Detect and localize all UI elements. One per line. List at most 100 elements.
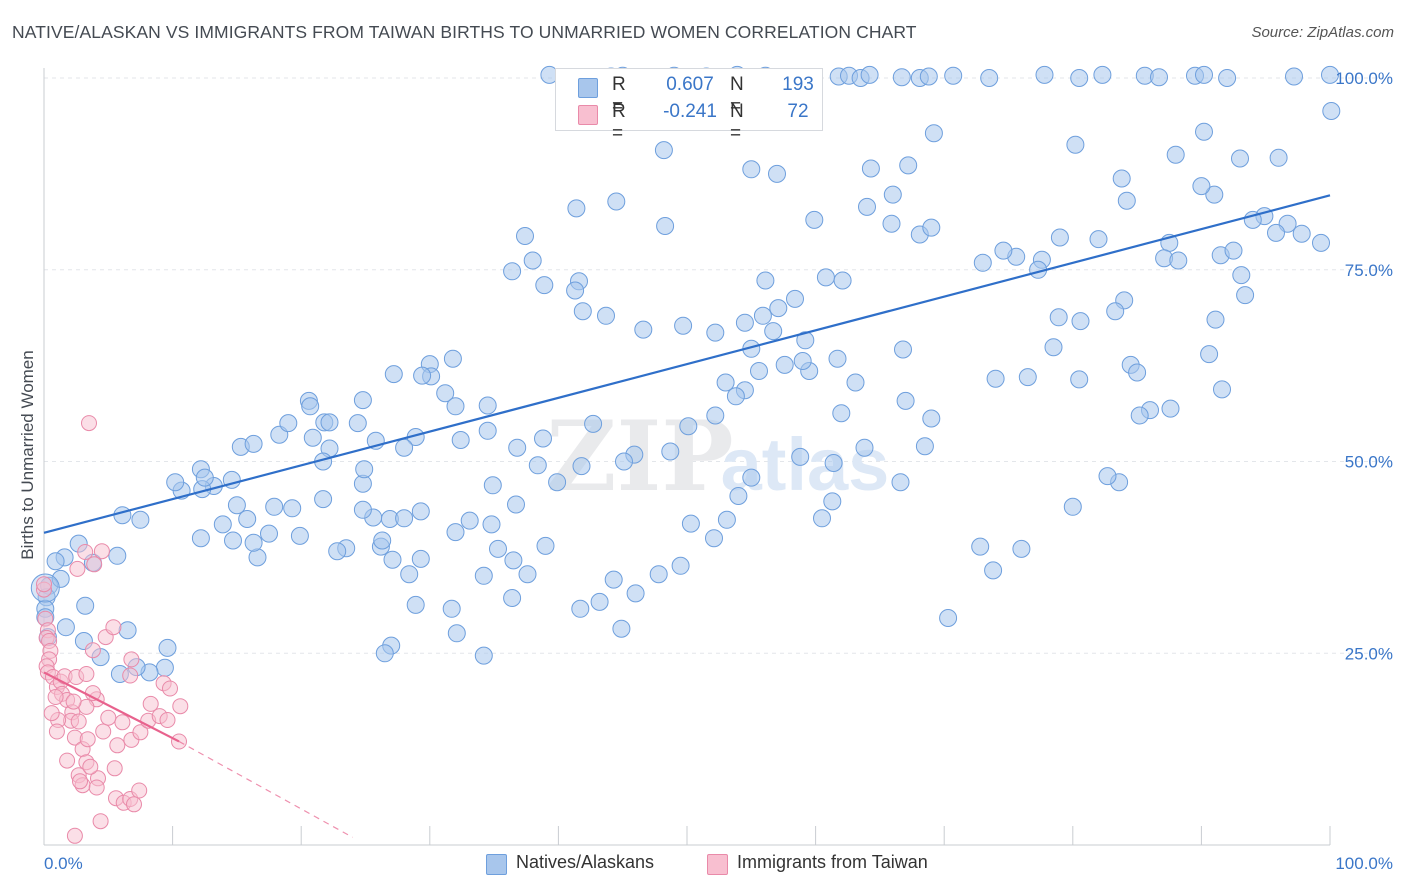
stats-r-label: R = [612,101,626,144]
data-point [1322,102,1341,120]
y-axis-label: Births to Unmarried Women [18,350,37,559]
data-point [899,156,918,175]
data-point [442,599,461,618]
data-point [301,397,320,416]
data-point [1231,149,1249,168]
data-point [1044,338,1063,357]
data-point [395,509,414,528]
trend-line-natives [43,194,1331,534]
data-point [735,313,754,332]
data-point [123,651,140,668]
data-point [742,160,761,179]
data-point [105,619,122,636]
data-point [158,638,177,657]
data-point [626,584,645,603]
data-point [572,457,591,476]
data-point [846,373,865,392]
data-point [828,349,847,368]
axis-labels: 25.0% 50.0% 75.0% 100.0% 0.0% 100.0% [44,69,1393,873]
data-point [66,827,83,844]
stats-n-value: 72 [787,101,809,122]
data-point [373,531,392,550]
data-point [523,251,542,270]
data-point [1035,65,1054,84]
data-point [446,523,465,542]
data-point [92,813,109,830]
legend-label: Immigrants from Taiwan [737,852,928,872]
data-point [36,576,52,593]
data-point [460,511,479,530]
data-point [1117,191,1136,210]
data-point [290,526,309,545]
data-point [132,724,149,741]
data-point [400,565,419,584]
legend-swatch-blue [486,854,507,875]
data-point [172,698,189,715]
data-point [1213,380,1231,399]
data-point [142,695,159,712]
data-point [717,510,736,529]
data-point [944,66,963,85]
data-point [413,366,432,385]
data-point [986,369,1005,388]
data-point [892,68,911,87]
data-point [1285,67,1303,86]
data-point [474,566,493,585]
data-point [162,680,178,697]
stats-n-label: N = [730,74,744,117]
data-point [355,460,374,479]
data-point [283,499,302,518]
data-point [894,340,912,359]
data-point [65,693,82,710]
data-point [1206,310,1225,329]
data-point [793,352,812,370]
data-point [1130,406,1149,425]
data-point [451,431,470,449]
data-point [716,373,735,392]
data-point [1106,302,1125,321]
trend-line-taiwan-extension [178,740,353,838]
data-point [597,306,615,325]
legend-label: Natives/Alaskans [516,852,655,872]
data-point [191,529,210,548]
data-point [729,487,748,505]
data-point [528,456,547,475]
data-point [971,537,990,556]
data-point [131,510,150,529]
data-point [1050,228,1069,247]
data-point [984,561,1003,580]
data-point [536,536,555,555]
data-point [706,406,725,425]
data-point [1098,467,1117,486]
data-point [224,531,242,550]
data-point [1018,368,1037,387]
data-point [824,454,843,472]
stats-swatch-blue [578,78,598,98]
data-point [483,476,502,495]
data-point [213,515,232,534]
stats-r-value: -0.241 [663,101,717,122]
data-point [791,447,810,466]
data-point [51,569,70,588]
data-point [478,396,497,415]
data-point [159,712,176,728]
grid-layer [44,77,1392,654]
data-point [1089,230,1108,249]
data-point [482,515,501,534]
data-point [265,497,284,516]
data-point [679,417,698,436]
data-point [1169,251,1188,270]
data-point [1312,233,1330,252]
data-point [114,714,131,731]
chart-source: Source: ZipAtlas.com [1251,24,1394,41]
data-point [654,141,673,160]
data-point [634,320,653,339]
data-point [79,731,96,748]
data-point [1195,65,1213,84]
data-point [882,214,901,233]
data-point [924,124,943,143]
data-point [395,438,414,457]
data-point [518,565,537,584]
stats-swatch-pink [578,105,598,125]
